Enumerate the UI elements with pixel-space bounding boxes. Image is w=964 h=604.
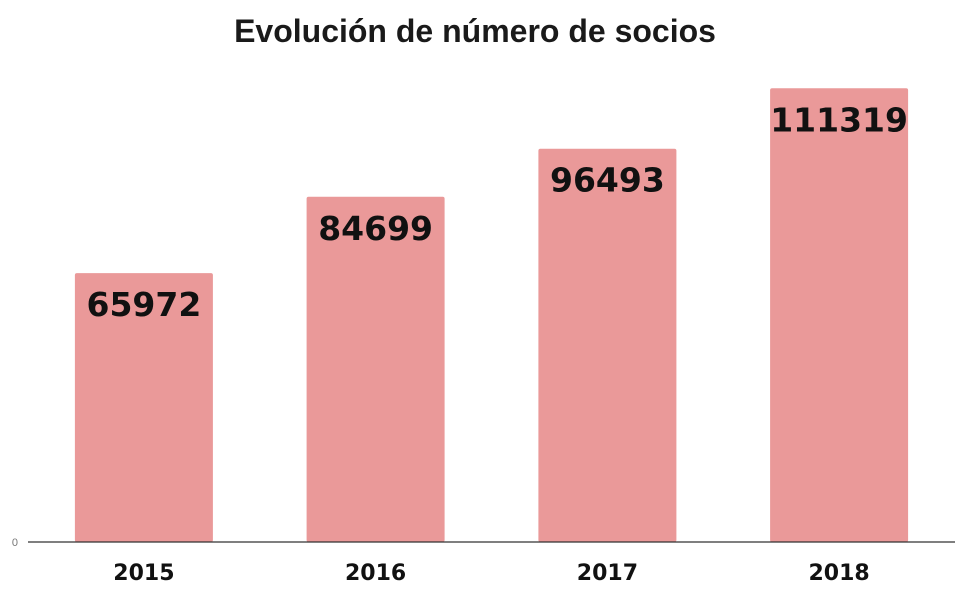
x-tick-label-2016: 2016 <box>345 561 406 586</box>
bar-2015 <box>74 273 213 542</box>
data-label-2016: 84699 <box>318 209 433 248</box>
bars-group: 65972 84699 96493 111319 <box>74 88 909 543</box>
y-tick-label-0: 0 <box>12 537 18 549</box>
x-tick-label-2017: 2017 <box>577 561 638 586</box>
bar-2017 <box>538 148 677 542</box>
x-tick-label-2015: 2015 <box>113 561 174 586</box>
data-label-2018: 111319 <box>770 100 908 139</box>
data-label-2017: 96493 <box>550 161 665 200</box>
bar-2018 <box>770 88 909 543</box>
data-label-2015: 65972 <box>86 285 201 324</box>
x-tick-label-2018: 2018 <box>808 561 869 586</box>
chart-title: Evolución de número de socios <box>234 13 716 49</box>
x-tick-labels: 2015 2016 2017 2018 <box>113 561 869 586</box>
bar-2016 <box>306 196 445 543</box>
